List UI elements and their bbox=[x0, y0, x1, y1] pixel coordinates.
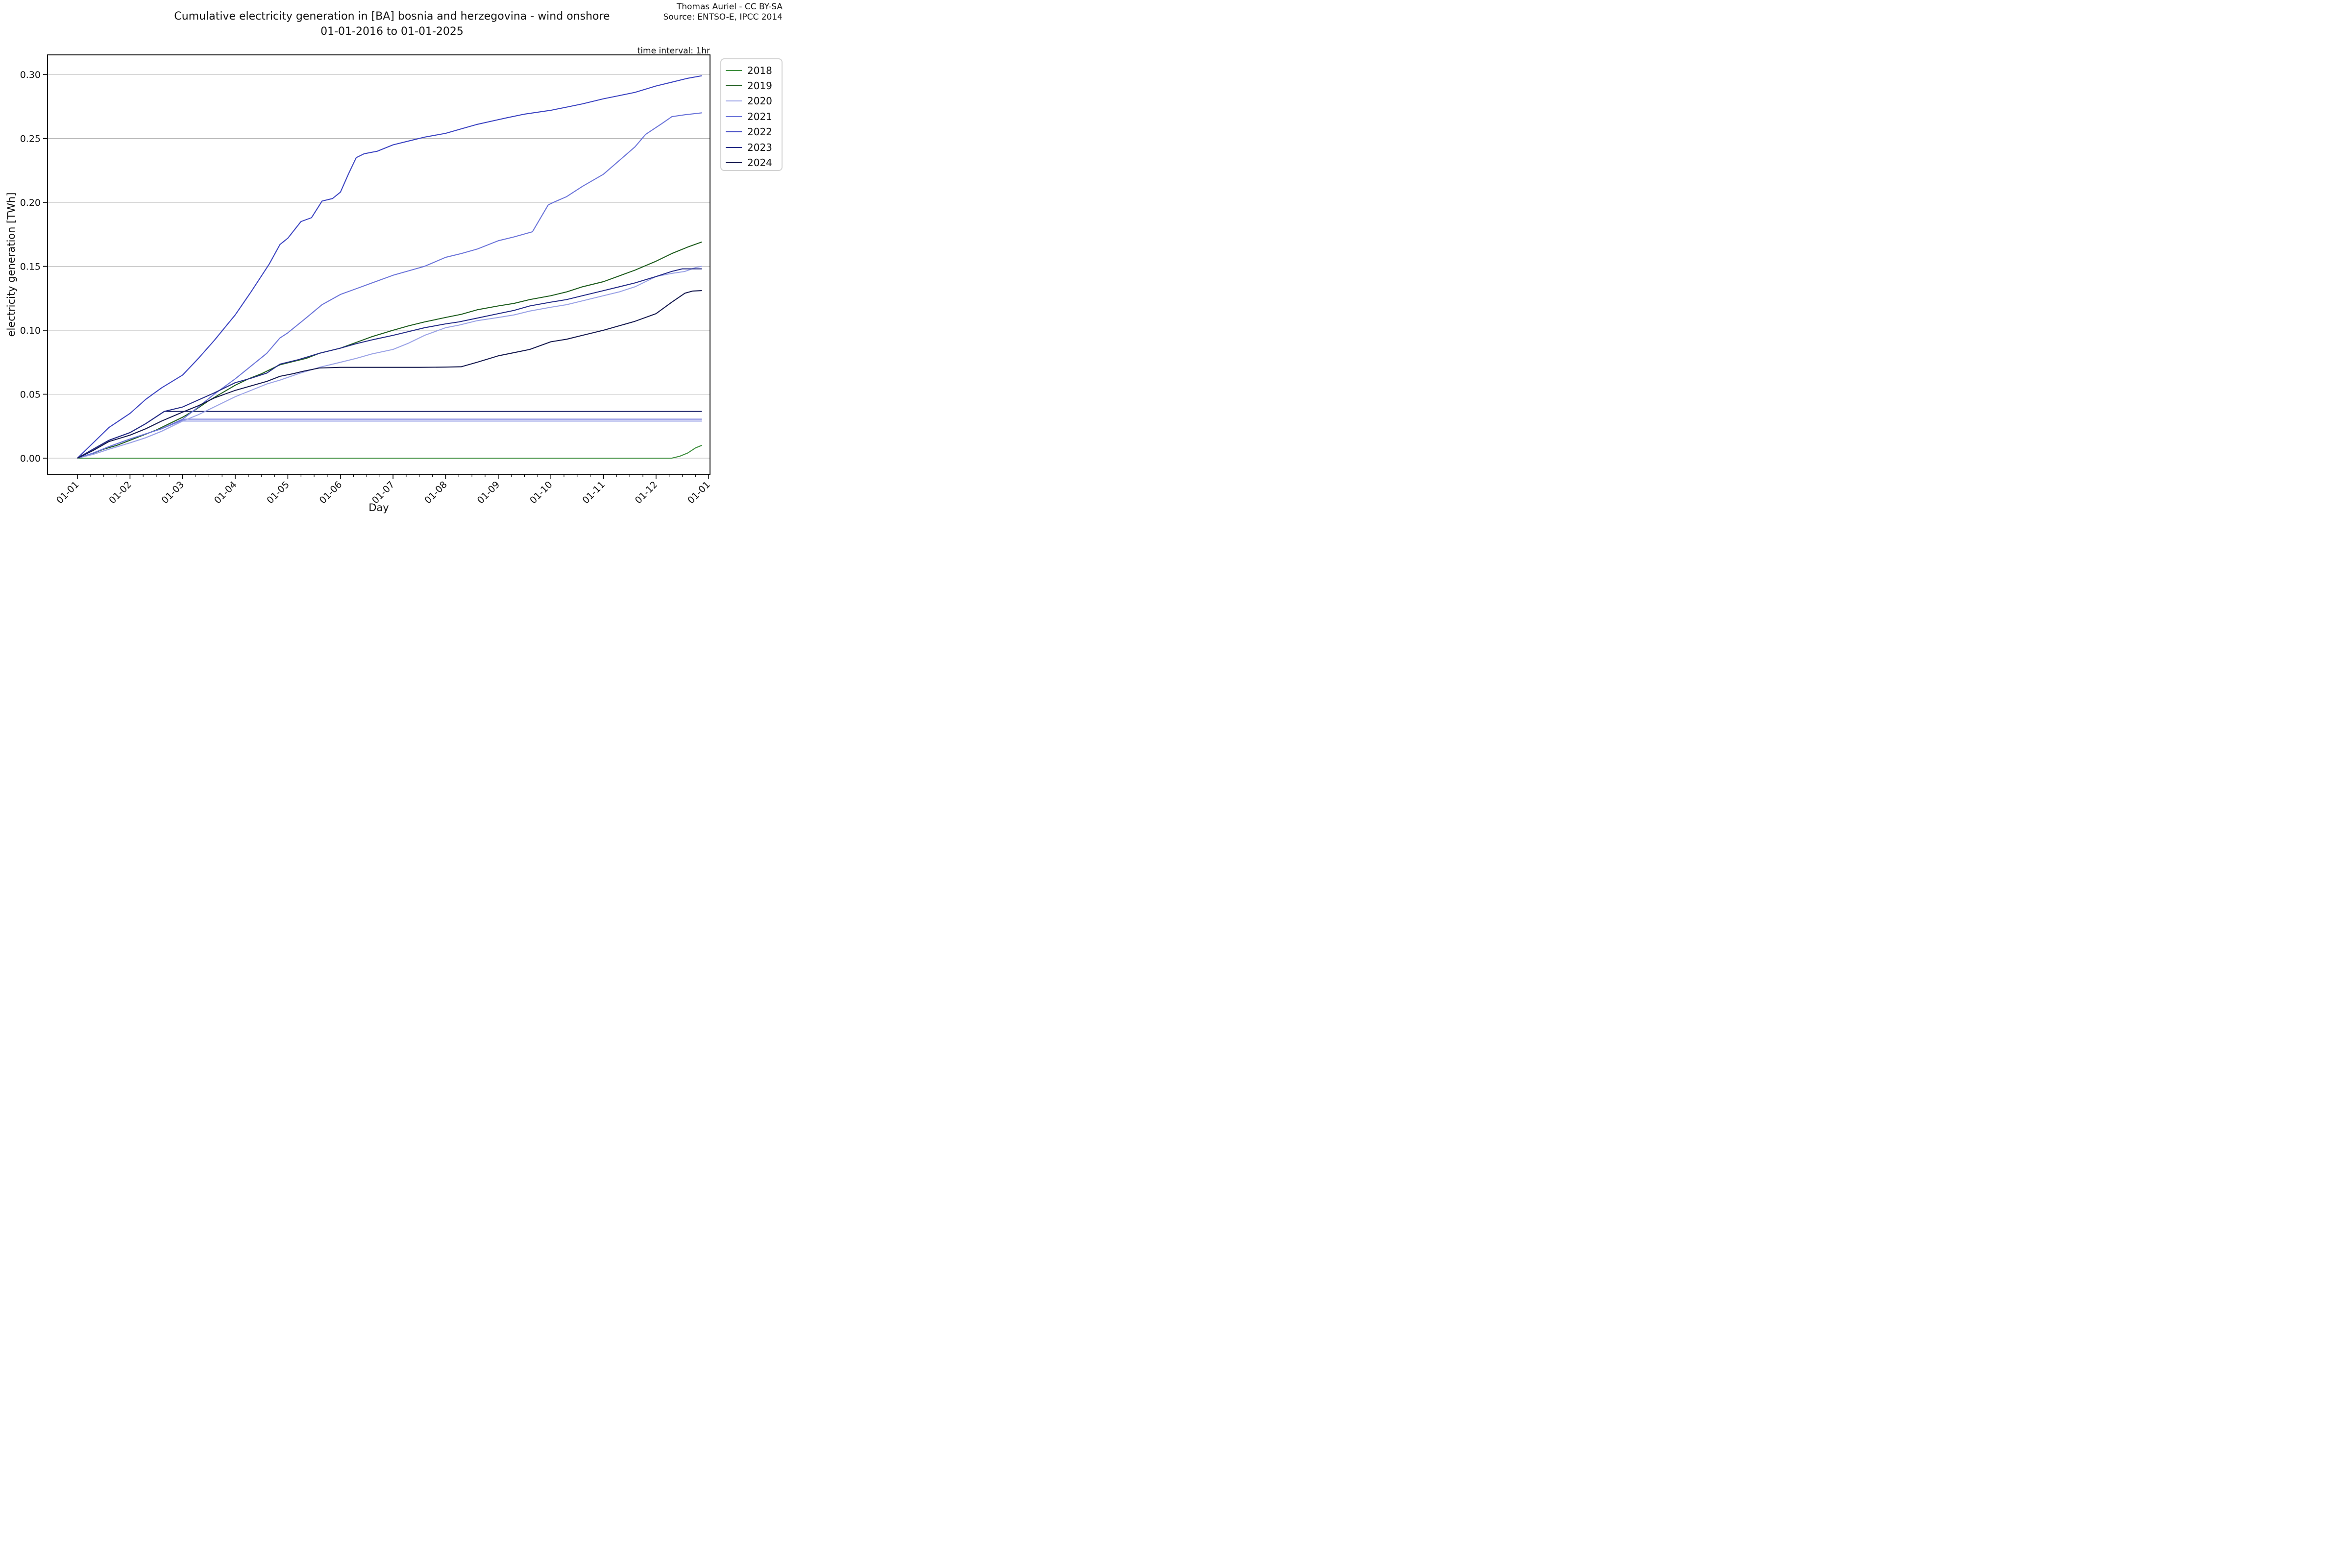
legend-item-2021: 2021 bbox=[721, 109, 782, 124]
plot-area bbox=[48, 55, 710, 474]
attribution: Thomas Auriel - CC BY-SA Source: ENTSO-E… bbox=[663, 2, 783, 23]
y-tick-label-6: 0.30 bbox=[20, 70, 41, 80]
x-tick-label-4: 01-05 bbox=[265, 479, 292, 506]
legend-label-2018: 2018 bbox=[747, 64, 772, 76]
x-tick-label-12: 01-01 bbox=[686, 479, 712, 506]
legend-item-2018: 2018 bbox=[721, 63, 782, 78]
series-line-2020 bbox=[77, 266, 702, 459]
legend-swatch-2019 bbox=[726, 85, 742, 87]
x-tick-label-2: 01-03 bbox=[160, 479, 187, 506]
legend-label-2020: 2020 bbox=[747, 95, 772, 107]
legend-swatch-2020 bbox=[726, 100, 742, 102]
legend-swatch-2022 bbox=[726, 131, 742, 133]
legend-item-2020: 2020 bbox=[721, 94, 782, 109]
legend-swatch-2018 bbox=[726, 70, 742, 71]
y-tick-label-3: 0.15 bbox=[20, 262, 41, 272]
axes-spines bbox=[47, 54, 710, 475]
time-interval-note: time interval: 1hr bbox=[637, 46, 710, 56]
x-tick-label-8: 01-09 bbox=[475, 479, 502, 506]
y-tick-label-0: 0.00 bbox=[20, 453, 41, 464]
x-tick-label-0: 01-01 bbox=[54, 479, 81, 506]
x-tick-label-3: 01-04 bbox=[212, 479, 239, 506]
legend-item-2022: 2022 bbox=[721, 124, 782, 140]
chart-canvas: 01-01 01-02 01-03 01-04 01-05 01-06 01-07 01-08… bbox=[5, 54, 712, 514]
chart-title-block: Cumulative electricity generation in [BA… bbox=[0, 9, 784, 39]
x-tick-label-1: 01-02 bbox=[107, 479, 134, 506]
x-axis-label: Day bbox=[368, 502, 389, 514]
legend-label-2023: 2023 bbox=[747, 141, 772, 153]
legend-swatch-2021 bbox=[726, 116, 742, 117]
chart-subtitle: 01-01-2016 to 01-01-2025 bbox=[320, 25, 464, 38]
legend-label-2022: 2022 bbox=[747, 126, 772, 138]
legend-item-2019: 2019 bbox=[721, 78, 782, 93]
y-tick-label-5: 0.25 bbox=[20, 134, 41, 145]
attribution-source: Source: ENTSO-E, IPCC 2014 bbox=[663, 12, 783, 22]
x-tick-label-10: 01-11 bbox=[580, 479, 607, 506]
x-tick-label-9: 01-10 bbox=[528, 479, 555, 506]
series-line-2021 bbox=[77, 112, 702, 459]
attribution-author: Thomas Auriel - CC BY-SA bbox=[676, 2, 783, 12]
legend-swatch-2023 bbox=[726, 147, 742, 148]
series-line-2018 bbox=[77, 444, 702, 459]
series-line-2023 bbox=[77, 268, 702, 459]
y-tick-label-1: 0.05 bbox=[20, 390, 41, 400]
legend-item-2024: 2024 bbox=[721, 155, 782, 170]
chart-title: Cumulative electricity generation in [BA… bbox=[174, 10, 610, 23]
series-line-2022 bbox=[77, 75, 702, 459]
x-tick-label-7: 01-08 bbox=[422, 479, 449, 506]
series-line-2019 bbox=[77, 241, 702, 459]
x-tick-label-11: 01-12 bbox=[633, 479, 660, 506]
y-tick-label-4: 0.20 bbox=[20, 197, 41, 208]
legend: 2018 2019 2020 2021 2022 2023 2024 bbox=[720, 58, 783, 171]
legend-swatch-2024 bbox=[726, 162, 742, 164]
legend-label-2021: 2021 bbox=[747, 110, 772, 122]
legend-label-2024: 2024 bbox=[747, 157, 772, 169]
y-axis-label: electricity generation [TWh] bbox=[5, 193, 17, 337]
series-line-2024 bbox=[77, 290, 702, 459]
legend-item-2023: 2023 bbox=[721, 140, 782, 155]
x-tick-label-5: 01-06 bbox=[318, 479, 344, 506]
legend-label-2019: 2019 bbox=[747, 80, 772, 92]
y-tick-label-2: 0.10 bbox=[20, 325, 41, 336]
figure: Cumulative electricity generation in [BA… bbox=[0, 0, 784, 523]
